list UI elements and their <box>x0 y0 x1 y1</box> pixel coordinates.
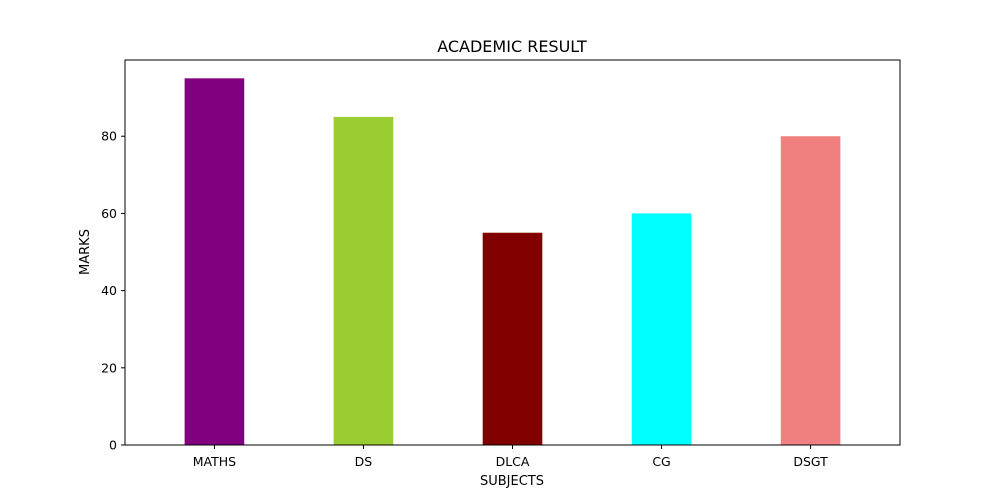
x-tick-label: DLCA <box>496 454 530 469</box>
chart-title: ACADEMIC RESULT <box>437 37 587 56</box>
x-tick-label: MATHS <box>193 454 236 469</box>
x-tick-label: DS <box>355 454 373 469</box>
y-axis-label: MARKS <box>78 229 93 275</box>
x-tick-label: CG <box>652 454 670 469</box>
y-tick-label: 0 <box>109 438 117 453</box>
bars-group <box>184 78 841 446</box>
y-axis-ticks: 0 20 40 60 80 <box>101 129 125 453</box>
x-tick-label: DSGT <box>793 454 828 469</box>
x-axis-ticks: MATHS DS DLCA CG DSGT <box>193 445 828 469</box>
y-tick-label: 60 <box>101 206 117 221</box>
y-tick-label: 40 <box>101 283 117 298</box>
y-tick-label: 20 <box>101 360 117 375</box>
x-axis-label: SUBJECTS <box>480 474 544 489</box>
y-tick-label: 80 <box>101 129 117 144</box>
bar-ds <box>333 116 394 446</box>
bar-dsgt <box>780 136 841 445</box>
plot-frame <box>124 59 901 446</box>
bar-maths <box>184 78 245 445</box>
bar-dlca <box>482 232 543 445</box>
bar-cg <box>631 213 692 445</box>
